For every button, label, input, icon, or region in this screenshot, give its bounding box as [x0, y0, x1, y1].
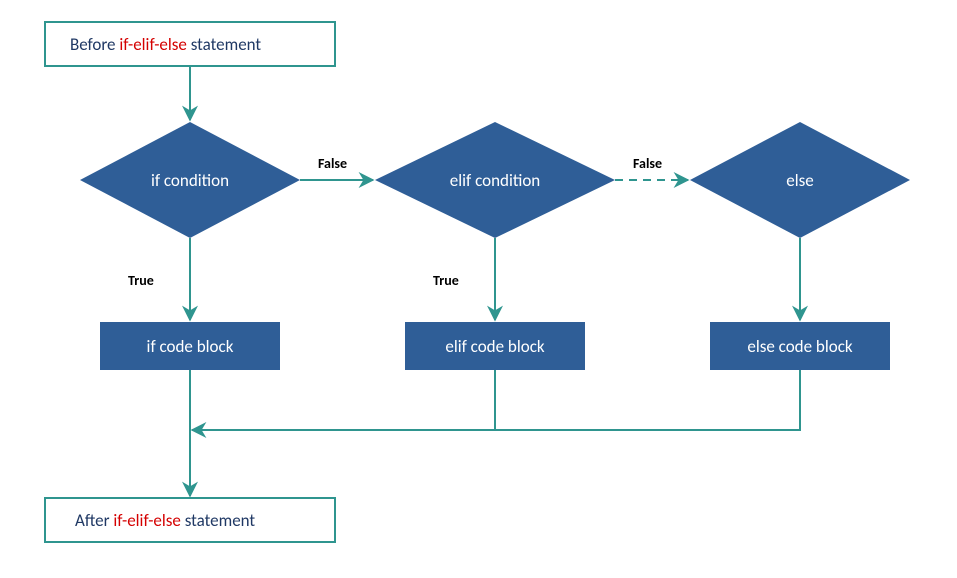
start-node: Before if-elif-else statement	[45, 22, 335, 66]
edge-elifblock-merge	[192, 370, 495, 430]
elif-condition-node: elif condition	[375, 122, 615, 238]
else-condition-label: else	[786, 170, 813, 191]
start-text-keyword: if-elif-else	[119, 34, 187, 55]
svg-text:After if-elif-else statement: After if-elif-else statement	[75, 510, 255, 531]
edge-label-false1: False	[318, 155, 347, 172]
edge-label-true1: True	[128, 272, 154, 289]
else-code-block-label: else code block	[747, 336, 853, 357]
svg-text:Before if-elif-else statement: Before if-elif-else statement	[70, 34, 261, 55]
end-node: After if-elif-else statement	[45, 498, 335, 542]
edge-label-false2: False	[633, 155, 662, 172]
elif-code-block-node: elif code block	[405, 322, 585, 370]
edge-elseblock-merge	[495, 370, 800, 430]
elif-condition-label: elif condition	[450, 170, 540, 191]
else-code-block-node: else code block	[710, 322, 890, 370]
start-text-after: statement	[187, 34, 262, 55]
end-text-keyword: if-elif-else	[113, 510, 181, 531]
flowchart: Before if-elif-else statement if conditi…	[0, 0, 957, 578]
if-condition-node: if condition	[80, 122, 300, 238]
elif-code-block-label: elif code block	[445, 336, 545, 357]
if-code-block-label: if code block	[147, 336, 234, 357]
start-text-before: Before	[70, 34, 119, 55]
else-condition-node: else	[690, 122, 910, 238]
if-code-block-node: if code block	[100, 322, 280, 370]
end-text-after: statement	[181, 510, 256, 531]
end-text-before: After	[75, 510, 113, 531]
edge-label-true2: True	[433, 272, 459, 289]
if-condition-label: if condition	[151, 170, 229, 191]
